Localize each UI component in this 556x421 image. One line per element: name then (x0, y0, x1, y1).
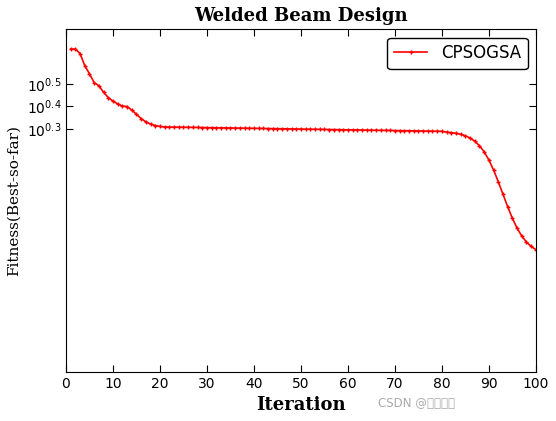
CPSOGSA (176, 125, 182, 130)
Legend: CPSOGSA: CPSOGSA (388, 37, 528, 69)
CPSOGSA (67, 46, 74, 51)
X-axis label: Iteration: Iteration (256, 396, 346, 414)
Title: Welded Beam Design: Welded Beam Design (194, 7, 408, 25)
CPSOGSA (533, 247, 539, 252)
Text: CSDN @紫极神光: CSDN @紫极神光 (378, 397, 455, 410)
CPSOGSA (345, 127, 351, 132)
Line: CPSOGSA: CPSOGSA (68, 47, 538, 252)
CPSOGSA (157, 124, 163, 129)
CPSOGSA (509, 216, 516, 221)
Y-axis label: Fitness(Best-so-far): Fitness(Best-so-far) (7, 125, 21, 276)
CPSOGSA (307, 127, 314, 132)
CPSOGSA (495, 179, 502, 184)
